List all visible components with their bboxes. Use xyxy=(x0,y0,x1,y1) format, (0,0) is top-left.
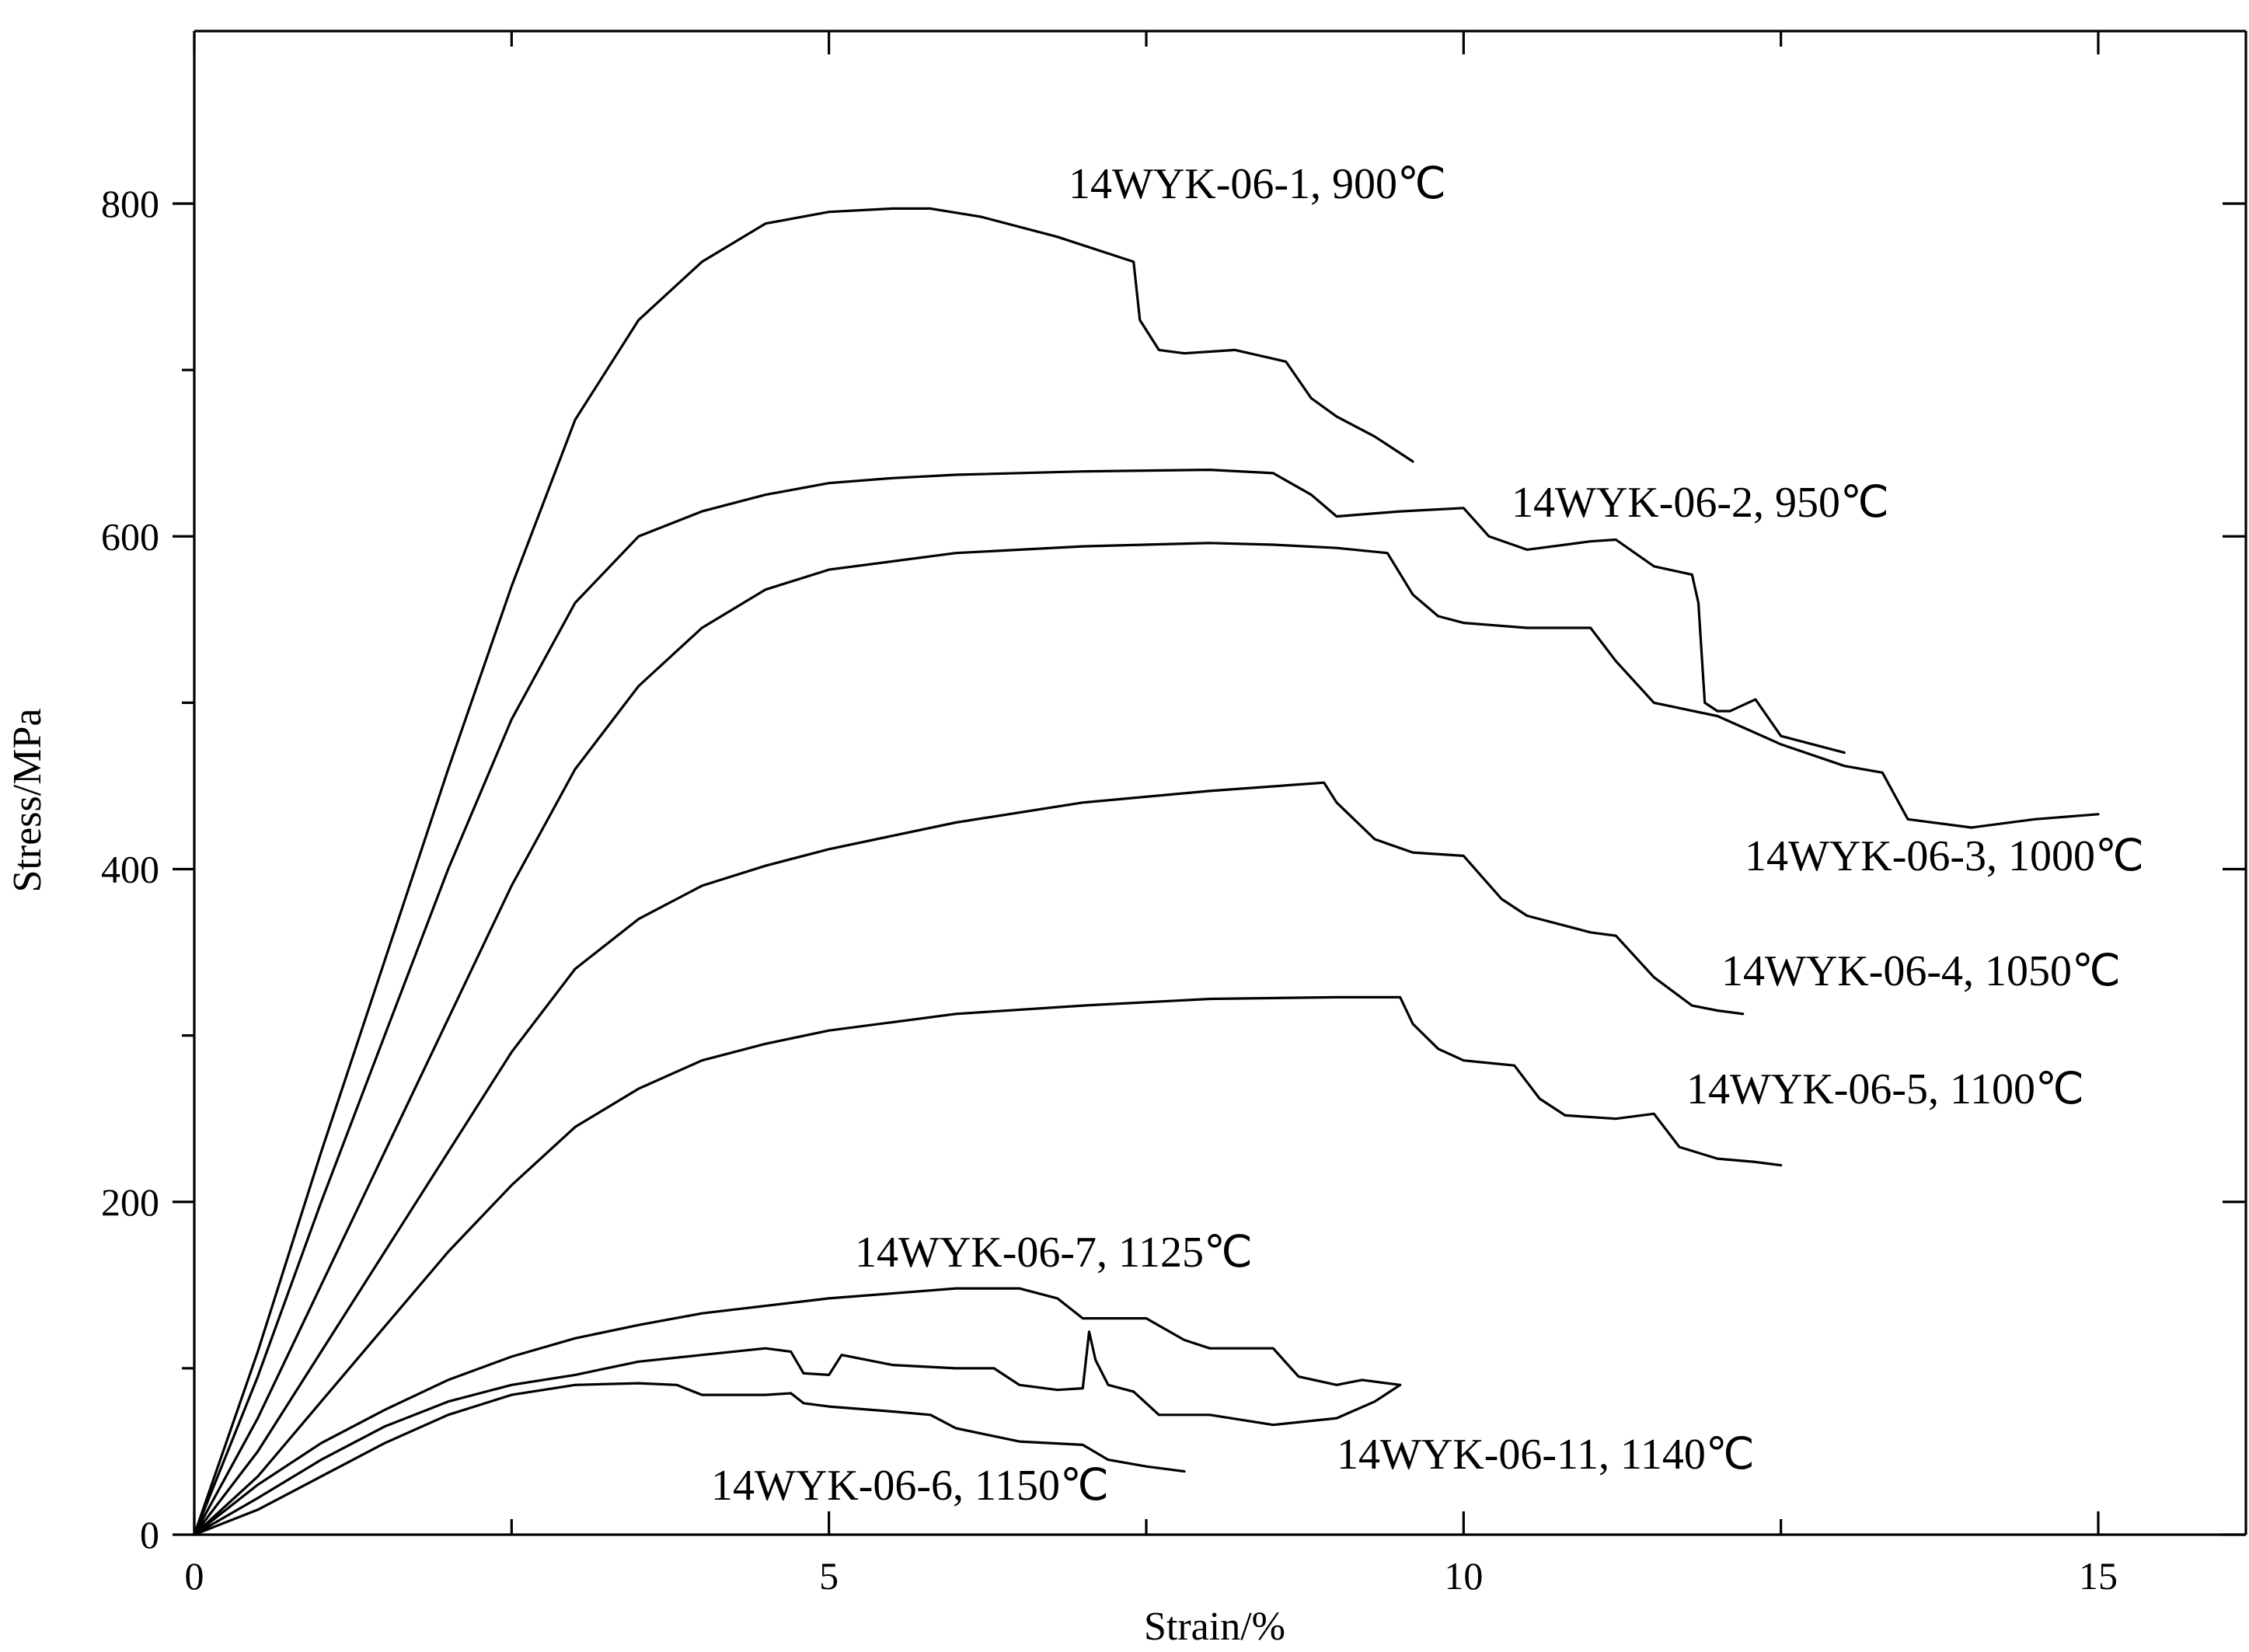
series-line-2 xyxy=(193,468,1846,1536)
x-tick-label: 5 xyxy=(819,1554,839,1598)
series-label-7: 14WYK-06-11, 1140℃ xyxy=(1337,1431,1755,1479)
y-tick-label: 800 xyxy=(101,182,159,225)
series-label-1: 14WYK-06-1, 900℃ xyxy=(1069,160,1446,208)
x-tick-label: 10 xyxy=(1444,1554,1483,1598)
series-group xyxy=(193,207,2100,1536)
series-line-3 xyxy=(193,542,2100,1536)
series-line-8 xyxy=(193,1382,1186,1536)
series-line-5 xyxy=(193,995,1783,1536)
x-tick-label: 15 xyxy=(2079,1554,2118,1598)
series-label-3: 14WYK-06-3, 1000℃ xyxy=(1745,832,2144,880)
series-label-8: 14WYK-06-6, 1150℃ xyxy=(711,1462,1109,1510)
series-label-5: 14WYK-06-5, 1100℃ xyxy=(1686,1065,2084,1114)
y-tick-label: 0 xyxy=(140,1513,159,1556)
series-line-7 xyxy=(193,1330,1402,1536)
axes: 0 5 10 15 0 200 400 600 800 xyxy=(101,30,2247,1598)
series-label-6: 14WYK-06-7, 1125℃ xyxy=(855,1229,1253,1277)
series-line-1 xyxy=(193,207,1414,1536)
y-tick-label: 200 xyxy=(101,1180,159,1224)
x-tick-label: 0 xyxy=(185,1554,204,1598)
series-line-6 xyxy=(193,1287,1402,1536)
y-tick-label: 600 xyxy=(101,514,159,558)
y-tick-label: 400 xyxy=(101,848,159,891)
series-label-2: 14WYK-06-2, 950℃ xyxy=(1512,479,1889,527)
series-label-4: 14WYK-06-4, 1050℃ xyxy=(1721,947,2121,995)
series-labels: 14WYK-06-1, 900℃ 14WYK-06-2, 950℃ 14WYK-06… xyxy=(711,160,2144,1510)
x-axis-title: Strain/% xyxy=(1144,1605,1285,1649)
y-axis-title: Stress/MPa xyxy=(5,709,50,893)
series-line-4 xyxy=(193,781,1745,1536)
